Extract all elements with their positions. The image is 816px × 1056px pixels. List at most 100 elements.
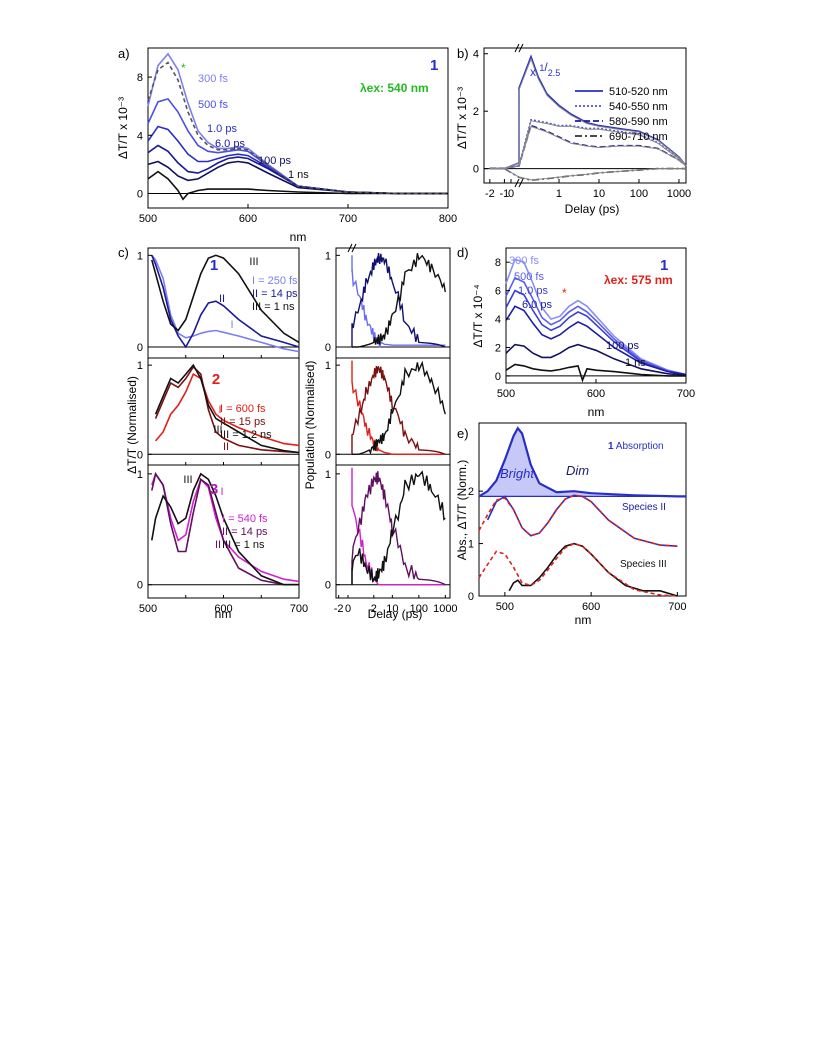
dim-label-e: Dim xyxy=(566,463,589,478)
label-6ps-a: 6.0 ps xyxy=(215,138,245,150)
population-line xyxy=(351,470,446,585)
axis-frame-c-population xyxy=(335,464,451,599)
ylabel-b: ΔT/T x 10⁻³ xyxy=(455,87,469,149)
tick-label: 0 xyxy=(325,342,331,354)
plot-d: 500 600 700 0 2 4 6 8 xyxy=(495,257,695,400)
series-line-d xyxy=(505,343,687,376)
axis-frame-e xyxy=(478,422,687,597)
compound-label: 1 xyxy=(210,257,218,274)
tick-label: 1 xyxy=(468,539,474,551)
label-100ps-a: 100 ps xyxy=(258,155,292,167)
population-line xyxy=(352,360,446,455)
xlabel-a: nm xyxy=(290,230,307,244)
series-line-c xyxy=(151,254,300,353)
tick-label: 1 xyxy=(137,250,143,262)
label-1ps-d: 1.0 ps xyxy=(518,285,548,297)
xlabel-e: nm xyxy=(575,613,592,627)
legend-label: 540-550 nm xyxy=(609,101,668,113)
xlabel-d: nm xyxy=(588,405,605,419)
series-line-c xyxy=(151,254,300,349)
plot-a: 500 600 700 800 0 4 8 xyxy=(137,52,457,225)
series-line-d xyxy=(505,258,687,376)
tick-label: 2 xyxy=(495,342,501,354)
tick-label: 4 xyxy=(495,314,501,326)
tick-label: 4 xyxy=(473,49,479,61)
tick-label: 6 xyxy=(495,286,501,298)
excitation-label-d: λex: 575 nm xyxy=(604,273,673,287)
panel-label-d: d) xyxy=(457,245,469,260)
axis-frame-a xyxy=(147,47,449,209)
tick-label: 0 xyxy=(495,371,501,383)
tick-label: 4 xyxy=(137,130,143,142)
legend-label: III = 1.2 ns xyxy=(220,429,272,441)
series-line-e xyxy=(478,542,678,597)
panel-label-c: c) xyxy=(118,245,129,260)
series-line-a xyxy=(147,61,448,195)
series-line-d xyxy=(505,305,687,376)
series-line-d xyxy=(505,276,687,376)
fit-line-b xyxy=(489,168,686,181)
series-line-e xyxy=(478,494,678,547)
tick-label: -1 xyxy=(500,188,510,200)
tick-label: 8 xyxy=(137,72,143,84)
label-300fs-d: 300 fs xyxy=(509,255,539,267)
compound-label: 2 xyxy=(212,371,220,388)
tick-label: -2 xyxy=(334,603,344,615)
series-line-a xyxy=(147,170,448,201)
roman-label: III xyxy=(213,424,222,436)
fit-line-b xyxy=(489,125,687,170)
absorption-fill xyxy=(479,428,686,497)
tick-label: 100 xyxy=(630,188,648,200)
tick-label: 0 xyxy=(137,449,143,461)
roman-label: I xyxy=(220,486,223,498)
xlabel-c-spectra: nm xyxy=(215,607,232,621)
tick-label: 600 xyxy=(239,213,257,225)
ylabel-d: ΔT/T x 10⁻⁴ xyxy=(471,284,485,347)
tick-label: 0 xyxy=(137,342,143,354)
fit-line-b xyxy=(489,57,687,170)
axis-frame-b xyxy=(483,47,687,184)
tick-label: 700 xyxy=(290,603,308,615)
tick-label: 0 xyxy=(468,591,474,603)
tick-label: 1 xyxy=(556,188,562,200)
ylabel-e: Abs., ΔT/T (Norm.) xyxy=(455,460,469,560)
tick-label: 500 xyxy=(139,603,157,615)
roman-label: I xyxy=(218,404,221,416)
star-a: * xyxy=(181,61,186,75)
panel-label-a: a) xyxy=(118,46,130,61)
panel-label-b: b) xyxy=(457,46,469,61)
tick-label: 2 xyxy=(468,486,474,498)
population-line xyxy=(351,467,446,586)
tick-label: 500 xyxy=(497,388,515,400)
bright-label-e: Bright xyxy=(500,466,535,481)
axis-frame-c-population xyxy=(335,247,451,359)
xlabel-c-population: Delay (ps) xyxy=(368,607,423,621)
legend-label: II = 14 ps xyxy=(222,526,268,538)
species2-label-e: Species II xyxy=(622,502,666,513)
legend-label: 510-520 nm xyxy=(609,86,668,98)
tick-label: 700 xyxy=(668,601,686,613)
compound-label-a: 1 xyxy=(430,57,438,74)
legend-label: II = 14 ps xyxy=(252,288,298,300)
population-line xyxy=(351,252,446,348)
label-500fs-a: 500 fs xyxy=(198,99,228,111)
series-line-d xyxy=(505,363,686,383)
legend-label: I = 250 fs xyxy=(252,275,298,287)
legend-label: 690-710 nm xyxy=(609,131,668,143)
absorption-label-e: 1 Absorption xyxy=(608,441,664,452)
legend-label: I = 540 fs xyxy=(222,513,268,525)
tick-label: 1 xyxy=(325,250,331,262)
tick-label: 2 xyxy=(371,603,377,615)
tick-label: 700 xyxy=(677,388,695,400)
axis-break xyxy=(514,43,524,53)
tick-label: 0 xyxy=(345,603,351,615)
panel-d-spectra-575nm: d) 500 600 700 0 2 4 6 8 1 λex: 575 nm * 300 fs… xyxy=(457,245,695,419)
series-line-c xyxy=(151,254,300,344)
compound-label: 3 xyxy=(210,481,218,498)
excitation-label-a: λex: 540 nm xyxy=(360,81,429,95)
